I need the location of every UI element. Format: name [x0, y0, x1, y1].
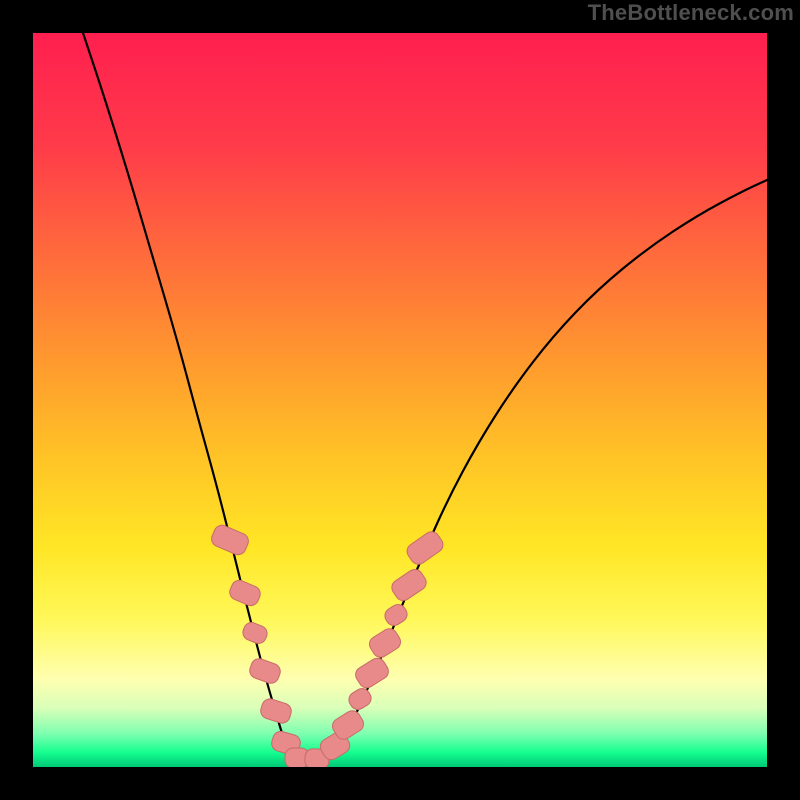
- plot-area: [33, 33, 767, 767]
- lozenge-marker: [209, 523, 251, 557]
- bottleneck-curve: [83, 33, 767, 760]
- lozenge-marker: [346, 686, 374, 713]
- lozenge-marker: [241, 620, 270, 646]
- lozenge-marker: [353, 655, 392, 691]
- lozenge-marker: [227, 578, 262, 608]
- lozenge-marker: [259, 697, 294, 725]
- lozenge-marker: [366, 626, 403, 661]
- chart-stage: TheBottleneck.com: [0, 0, 800, 800]
- lozenge-marker: [382, 601, 410, 628]
- lozenge-marker: [247, 656, 282, 685]
- lozenge-marker: [404, 529, 446, 568]
- lozenge-group: [209, 523, 446, 767]
- watermark-text: TheBottleneck.com: [588, 0, 794, 26]
- curve-layer: [33, 33, 767, 767]
- lozenge-marker: [389, 566, 429, 603]
